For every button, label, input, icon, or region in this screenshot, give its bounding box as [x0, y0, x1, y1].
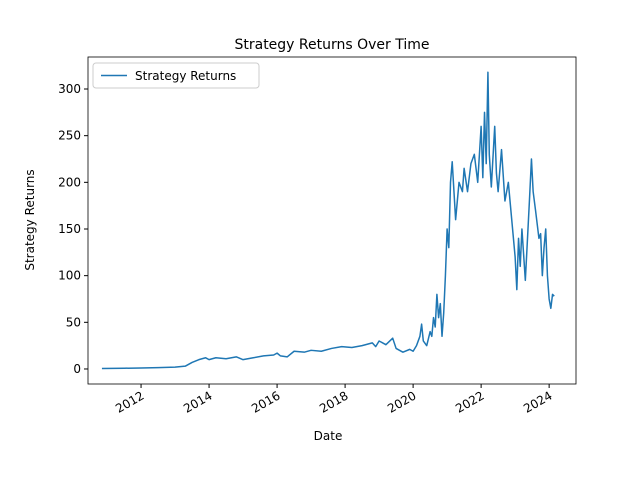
y-tick-label: 50	[66, 315, 81, 329]
y-tick-label: 150	[58, 222, 81, 236]
chart-title: Strategy Returns Over Time	[234, 37, 429, 53]
y-tick-label: 300	[58, 82, 81, 96]
x-tick-label: 2014	[181, 388, 214, 415]
y-tick-label: 0	[73, 362, 81, 376]
data-line	[101, 71, 555, 370]
y-axis-label: Strategy Returns	[23, 169, 37, 270]
x-tick-label: 2018	[317, 388, 350, 415]
x-tick-label: 2024	[521, 388, 554, 415]
y-tick-label: 200	[58, 175, 81, 189]
x-tick-label: 2022	[453, 388, 486, 415]
y-tick-label: 250	[58, 129, 81, 143]
x-tick-label: 2016	[249, 388, 282, 415]
plot-frame	[87, 56, 577, 385]
x-tick-label: 2012	[113, 388, 146, 415]
x-axis-label: Date	[314, 429, 343, 443]
y-tick-label: 100	[58, 269, 81, 283]
x-tick-label: 2020	[385, 388, 418, 415]
legend-label: Strategy Returns	[135, 69, 236, 83]
legend-box	[92, 62, 260, 89]
